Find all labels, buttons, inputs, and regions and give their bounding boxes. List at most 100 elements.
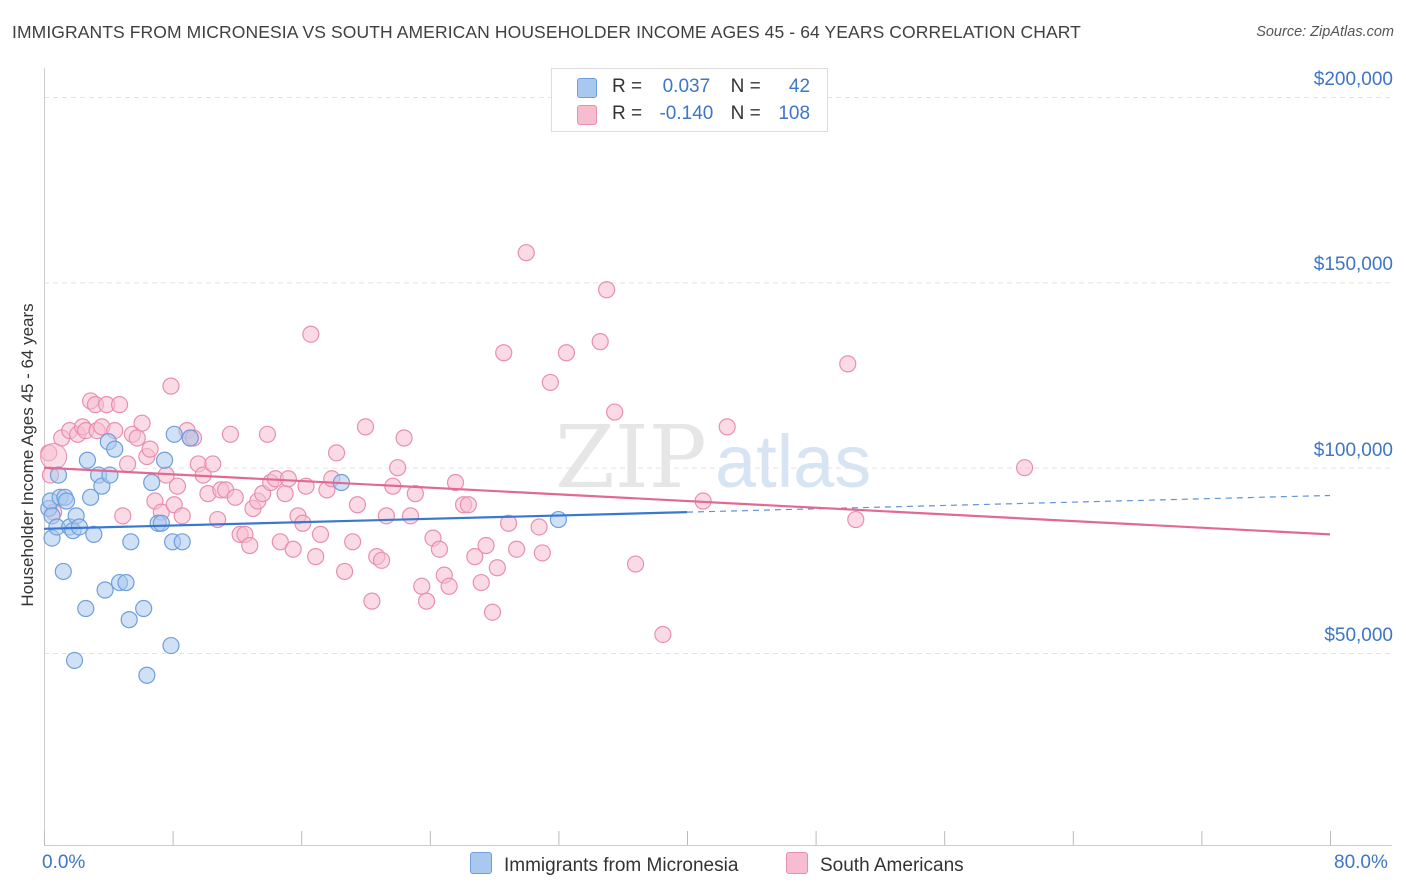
data-point-south-americans xyxy=(271,533,289,551)
data-point-micronesia xyxy=(85,525,103,543)
data-point-south-americans xyxy=(430,540,449,558)
data-point-south-americans xyxy=(173,507,191,525)
trend-line-micronesia-extension xyxy=(686,494,1331,513)
data-point-south-americans xyxy=(847,510,865,529)
data-point-south-americans xyxy=(110,396,129,414)
data-point-south-americans xyxy=(118,455,137,473)
bottom-legend-swatch-blue xyxy=(470,852,492,874)
data-point-micronesia xyxy=(143,473,161,492)
data-point-south-americans xyxy=(495,344,513,362)
data-point-micronesia xyxy=(138,666,156,684)
data-point-south-americans xyxy=(533,544,551,562)
data-point-south-americans xyxy=(344,533,362,551)
data-point-micronesia xyxy=(117,573,135,592)
data-point-south-americans xyxy=(406,485,424,503)
data-point-south-americans xyxy=(284,540,302,558)
data-point-south-americans xyxy=(517,244,535,262)
legend-swatch-pink xyxy=(577,105,597,125)
data-point-south-americans xyxy=(377,507,395,525)
data-point-south-americans xyxy=(279,470,297,488)
data-point-micronesia xyxy=(135,599,153,618)
gridlines xyxy=(44,97,1392,654)
data-point-south-americans xyxy=(395,429,413,447)
data-point-south-americans xyxy=(204,455,222,473)
bottom-legend-label: South Americans xyxy=(820,855,964,876)
legend-n-value: 108 xyxy=(778,103,811,124)
data-point-micronesia xyxy=(82,488,100,506)
watermark-atlas: atlas xyxy=(715,420,871,503)
data-point-micronesia xyxy=(106,440,124,458)
data-point-south-americans xyxy=(114,507,132,525)
data-point-south-americans xyxy=(606,403,624,421)
data-point-south-americans xyxy=(483,603,502,621)
legend-r-label: R = xyxy=(612,76,643,97)
data-point-south-americans xyxy=(477,536,495,555)
bottom-legend-micronesia: Immigrants from Micronesia xyxy=(470,852,738,877)
data-point-south-americans xyxy=(440,577,458,595)
data-point-south-americans xyxy=(413,577,431,595)
data-point-micronesia xyxy=(120,611,138,629)
bottom-legend-south-americans: South Americans xyxy=(786,852,964,877)
data-point-south-americans xyxy=(226,488,244,506)
data-point-south-americans xyxy=(40,443,68,471)
data-point-south-americans xyxy=(141,440,159,458)
data-point-south-americans xyxy=(133,414,151,432)
data-point-south-americans xyxy=(401,507,420,525)
legend-swatch-blue xyxy=(577,78,597,98)
watermark-zip: ZIP xyxy=(555,408,707,508)
data-point-south-americans xyxy=(1015,459,1034,477)
data-point-south-americans xyxy=(168,477,187,495)
data-point-micronesia xyxy=(101,466,119,484)
data-point-micronesia xyxy=(78,451,97,469)
data-point-south-americans xyxy=(128,429,146,447)
data-point-south-americans xyxy=(488,559,506,577)
legend-r-value: 0.037 xyxy=(662,76,711,97)
series-immigrants-from-micronesia xyxy=(40,425,568,684)
data-point-south-americans xyxy=(557,344,576,362)
data-point-south-americans xyxy=(336,562,354,581)
legend-n-value: 42 xyxy=(788,76,811,97)
data-point-micronesia xyxy=(54,562,72,581)
data-point-micronesia xyxy=(77,599,95,618)
data-point-micronesia xyxy=(49,466,68,484)
data-point-south-americans xyxy=(241,536,259,555)
data-point-south-americans xyxy=(839,355,857,373)
data-point-south-americans xyxy=(446,473,465,492)
x-tick-label-min: 0.0% xyxy=(42,852,86,873)
legend-r-value: -0.140 xyxy=(659,103,714,124)
data-point-south-americans xyxy=(327,444,346,462)
chart-title: IMMIGRANTS FROM MICRONESIA VS SOUTH AMER… xyxy=(12,22,1081,42)
data-point-south-americans xyxy=(459,496,477,514)
data-point-south-americans xyxy=(258,425,277,443)
bottom-legend-label: Immigrants from Micronesia xyxy=(504,855,739,876)
trend-line-south-americans xyxy=(43,466,1331,536)
y-tick-label: $200,000 xyxy=(1313,69,1393,90)
data-point-south-americans xyxy=(389,459,407,477)
data-point-micronesia xyxy=(162,636,180,655)
data-point-south-americans xyxy=(499,514,518,532)
data-point-south-americans xyxy=(472,573,490,592)
data-point-micronesia xyxy=(155,451,174,469)
data-point-micronesia xyxy=(65,651,84,670)
data-point-south-americans xyxy=(307,548,325,566)
data-point-south-americans xyxy=(311,525,330,543)
data-point-south-americans xyxy=(466,548,484,566)
data-point-south-americans xyxy=(654,625,672,644)
data-point-south-americans xyxy=(221,425,240,443)
data-point-south-americans xyxy=(626,555,645,573)
trend-lines xyxy=(43,466,1331,536)
data-point-micronesia xyxy=(549,510,568,529)
legend-n-label: N = xyxy=(730,76,761,97)
data-point-south-americans xyxy=(417,592,436,610)
data-point-micronesia xyxy=(96,581,114,599)
data-point-south-americans xyxy=(302,325,320,343)
bottom-legend-swatch-pink xyxy=(786,852,808,874)
data-point-south-americans xyxy=(363,592,381,610)
data-point-micronesia xyxy=(165,425,183,443)
data-point-south-americans xyxy=(276,485,294,503)
data-point-south-americans xyxy=(541,373,559,392)
data-point-south-americans xyxy=(508,540,526,558)
source-label: Source: ZipAtlas.com xyxy=(1256,24,1394,40)
correlation-legend: R = 0.037 N = 42 R = -0.140 N = 108 xyxy=(551,68,828,132)
